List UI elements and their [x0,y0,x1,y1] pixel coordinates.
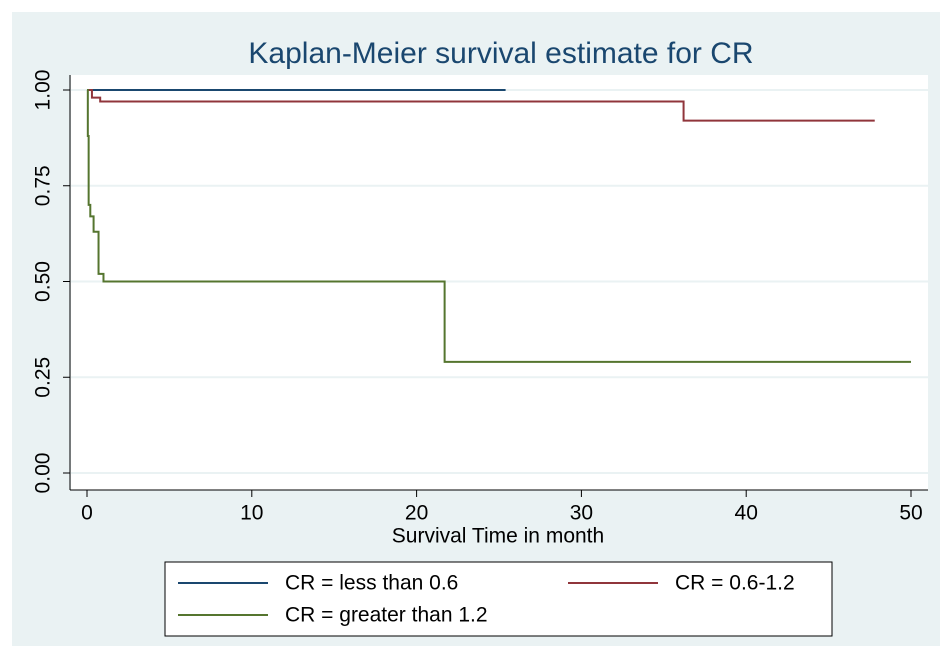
x-tick-label: 10 [240,502,263,525]
y-tick-label: 0.25 [32,357,55,398]
survival-line [87,89,875,122]
x-tick-label: 0 [81,502,93,525]
x-axis-title: Survival Time in month [392,525,604,548]
x-tick-label: 40 [735,502,758,525]
legend-label: CR = greater than 1.2 [285,604,488,627]
survival-line [86,89,911,363]
legend-box [164,561,833,637]
y-tick-label: 0.75 [32,165,55,206]
legend-label: CR = less than 0.6 [285,572,458,595]
chart-title: Kaplan-Meier survival estimate for CR [248,37,753,70]
y-tick-label: 0.00 [32,453,55,494]
y-tick-label: 0.50 [32,261,55,302]
x-tick-label: 50 [899,502,922,525]
x-tick-label: 30 [570,502,593,525]
y-tick-label: 1.00 [32,70,55,111]
legend-label: CR = 0.6-1.2 [675,572,795,595]
x-tick-label: 20 [405,502,428,525]
